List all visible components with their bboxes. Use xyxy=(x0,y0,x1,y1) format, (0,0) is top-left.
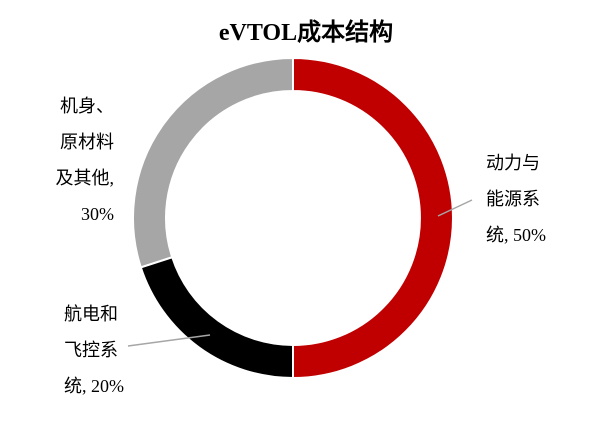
category-label: 机身、原材料及其他, xyxy=(55,96,115,188)
donut-slice xyxy=(292,56,454,380)
slice-label: 动力与能源系统, 50% xyxy=(486,145,548,253)
slice-label: 机身、原材料及其他, 30% xyxy=(52,88,115,232)
value-label: 20% xyxy=(91,376,124,396)
category-label: 动力与能源系统, xyxy=(486,153,540,245)
donut-slice xyxy=(139,255,294,380)
category-label: 航电和飞控系统, xyxy=(64,304,118,396)
value-label: 50% xyxy=(513,225,546,245)
slice-label: 航电和飞控系统, 20% xyxy=(64,296,126,404)
chart-title: eVTOL成本结构 xyxy=(218,20,394,46)
value-label: 30% xyxy=(81,204,114,224)
leader-line xyxy=(127,334,211,347)
leader-line xyxy=(437,199,473,217)
donut-slice xyxy=(132,56,294,269)
